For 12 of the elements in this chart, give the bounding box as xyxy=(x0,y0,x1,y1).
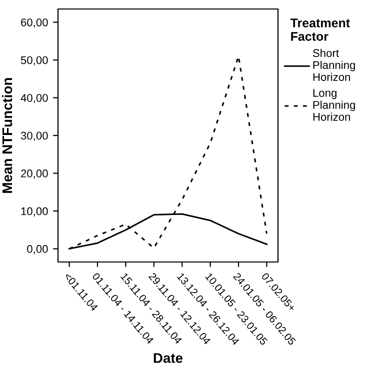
y-tick-label: 60,00 xyxy=(21,18,48,28)
y-tick-label: 40,00 xyxy=(20,94,48,104)
y-tick-label: 10,00 xyxy=(21,207,48,216)
y-axis-title: Mean NTFunction xyxy=(2,78,12,193)
legend-title: Treatment Factor xyxy=(290,18,350,41)
legend-label: Short Planning Horizon xyxy=(312,48,355,81)
x-axis-title: Date xyxy=(154,353,183,363)
legend-label: Long Planning Horizon xyxy=(313,89,355,121)
y-tick-label: 20,00 xyxy=(21,170,48,179)
y-tick-label: 50,00 xyxy=(20,56,48,66)
y-tick-label: 30,00 xyxy=(20,132,48,141)
y-tick-label: 0,00 xyxy=(27,245,48,254)
